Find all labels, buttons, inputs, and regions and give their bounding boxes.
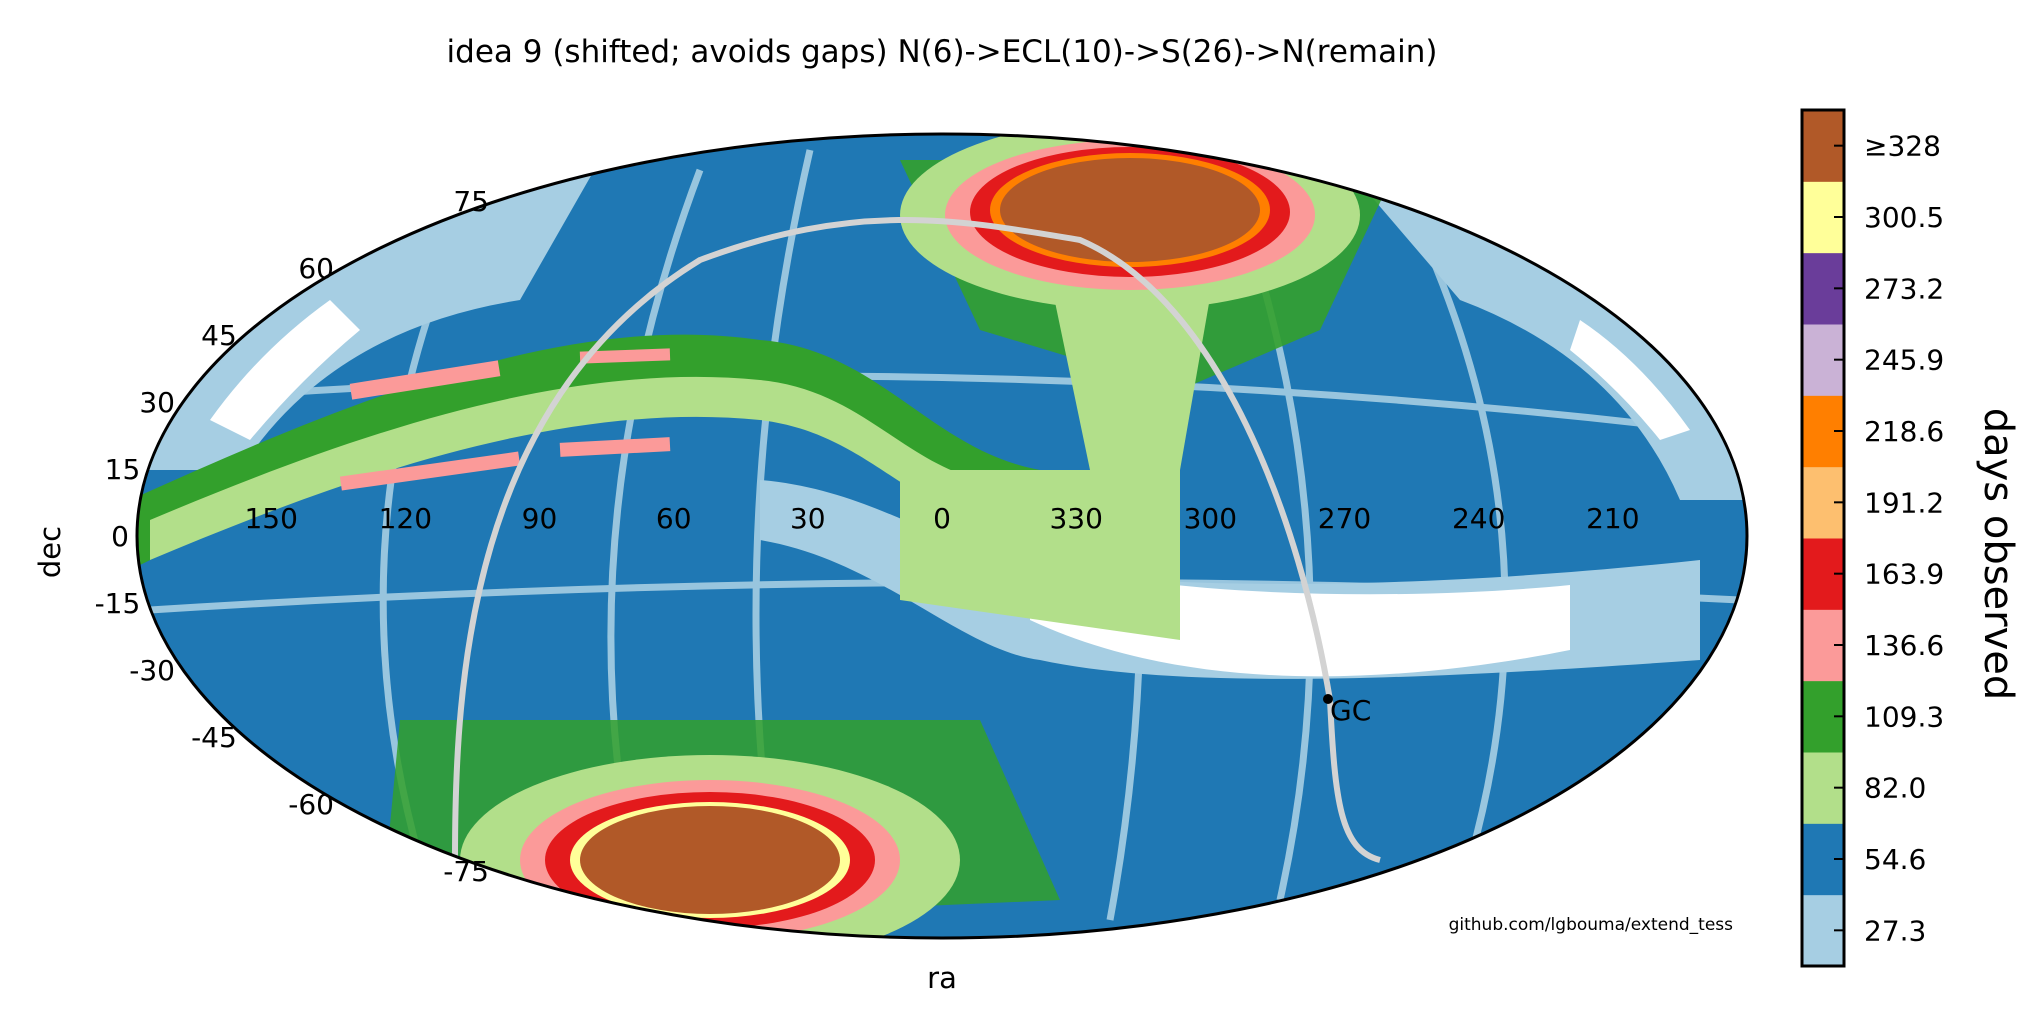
dec-tick-label: 30 (139, 386, 175, 419)
ra-tick-label: 240 (1452, 502, 1505, 535)
credit-text: github.com/lgbouma/extend_tess (1449, 915, 1734, 935)
dec-tick-label: -75 (443, 855, 489, 888)
galactic-center-marker (1323, 694, 1333, 704)
colorbar-tick-label: 245.9 (1864, 344, 1944, 377)
dec-tick-label: -15 (95, 587, 141, 620)
colorbar-tick-label: 163.9 (1864, 558, 1944, 591)
ra-tick-labels: 150 120 90 60 30 0 330 300 270 240 210 (244, 502, 1639, 535)
colorbar-tick-label: 300.5 (1864, 201, 1944, 234)
colorbar-tick-label: 27.3 (1864, 914, 1926, 947)
dec-tick-label: 15 (105, 453, 141, 486)
x-axis-label: ra (927, 961, 957, 995)
dec-tick-label: -45 (191, 721, 237, 754)
colorbar-tick-label: 82.0 (1864, 772, 1926, 805)
sky-boundary (135, 132, 1749, 940)
colorbar-frame (1800, 108, 1846, 968)
ra-tick-label: 150 (244, 502, 297, 535)
ra-tick-label: 210 (1586, 502, 1639, 535)
west-white-gap (210, 300, 360, 440)
ecliptic-pink-segments (339, 348, 671, 491)
colorbar-label: days observed (1975, 408, 2021, 701)
dec-tick-label: 75 (453, 185, 489, 218)
ra-tick-label: 0 (933, 502, 951, 535)
colorbar: 27.3 54.6 82.0 109.3 136.6 163.9 191.2 218.6 245… (1800, 108, 1944, 968)
chart-title: idea 9 (shifted; avoids gaps) N(6)->ECL(… (447, 34, 1438, 70)
dec-tick-label: 0 (111, 520, 129, 553)
ra-tick-label: 270 (1318, 502, 1371, 535)
ra-tick-label: 90 (522, 502, 558, 535)
colorbar-tick-label: 218.6 (1864, 415, 1944, 448)
galactic-center-label: GC (1330, 694, 1371, 727)
east-white-gap (1570, 320, 1690, 440)
colorbar-tick-label: ≥328 (1864, 130, 1941, 163)
ra-tick-label: 120 (379, 502, 432, 535)
ra-tick-label: 60 (656, 502, 692, 535)
ra-tick-label: 300 (1184, 502, 1237, 535)
dec-tick-label: -60 (288, 788, 334, 821)
colorbar-tick-label: 136.6 (1864, 629, 1944, 662)
ecliptic-band-inner (150, 376, 980, 560)
colorbar-tick-label: 273.2 (1864, 272, 1944, 305)
sky-map (137, 134, 1747, 938)
colorbar-tick-label: 54.6 (1864, 843, 1926, 876)
south-cvz (380, 720, 1060, 938)
dec-tick-label: 60 (298, 252, 334, 285)
north-cvz (900, 134, 1400, 640)
colorbar-tick-label: 109.3 (1864, 700, 1944, 733)
dec-tick-label: 45 (201, 319, 237, 352)
ra-tick-label: 30 (790, 502, 826, 535)
ra-tick-label: 330 (1049, 502, 1102, 535)
y-axis-label: dec (33, 526, 67, 578)
colorbar-tick-label: 191.2 (1864, 486, 1944, 519)
dec-tick-label: -30 (129, 654, 175, 687)
